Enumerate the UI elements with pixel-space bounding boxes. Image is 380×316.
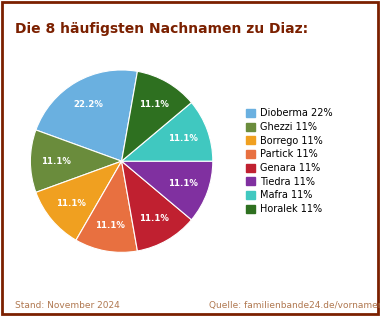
Wedge shape (30, 130, 122, 192)
Wedge shape (36, 161, 122, 240)
Text: 11.1%: 11.1% (56, 199, 86, 208)
Wedge shape (36, 70, 138, 161)
Text: Stand: November 2024: Stand: November 2024 (15, 301, 120, 310)
Text: 11.1%: 11.1% (139, 214, 169, 222)
Text: 11.1%: 11.1% (139, 100, 169, 109)
Text: 11.1%: 11.1% (41, 157, 71, 166)
Text: 11.1%: 11.1% (168, 179, 198, 188)
Text: 22.2%: 22.2% (74, 100, 104, 109)
Wedge shape (76, 161, 138, 252)
Wedge shape (122, 71, 192, 161)
Wedge shape (122, 161, 192, 251)
Wedge shape (122, 102, 213, 161)
Text: Die 8 häufigsten Nachnamen zu Diaz:: Die 8 häufigsten Nachnamen zu Diaz: (15, 22, 308, 36)
Text: 11.1%: 11.1% (168, 134, 198, 143)
Text: Quelle: familienbande24.de/vornamen/: Quelle: familienbande24.de/vornamen/ (209, 301, 380, 310)
Text: 11.1%: 11.1% (95, 221, 125, 230)
Wedge shape (122, 161, 213, 220)
Legend: Dioberma 22%, Ghezzi 11%, Borrego 11%, Partick 11%, Genara 11%, Tiedra 11%, Mafr: Dioberma 22%, Ghezzi 11%, Borrego 11%, P… (245, 107, 333, 215)
